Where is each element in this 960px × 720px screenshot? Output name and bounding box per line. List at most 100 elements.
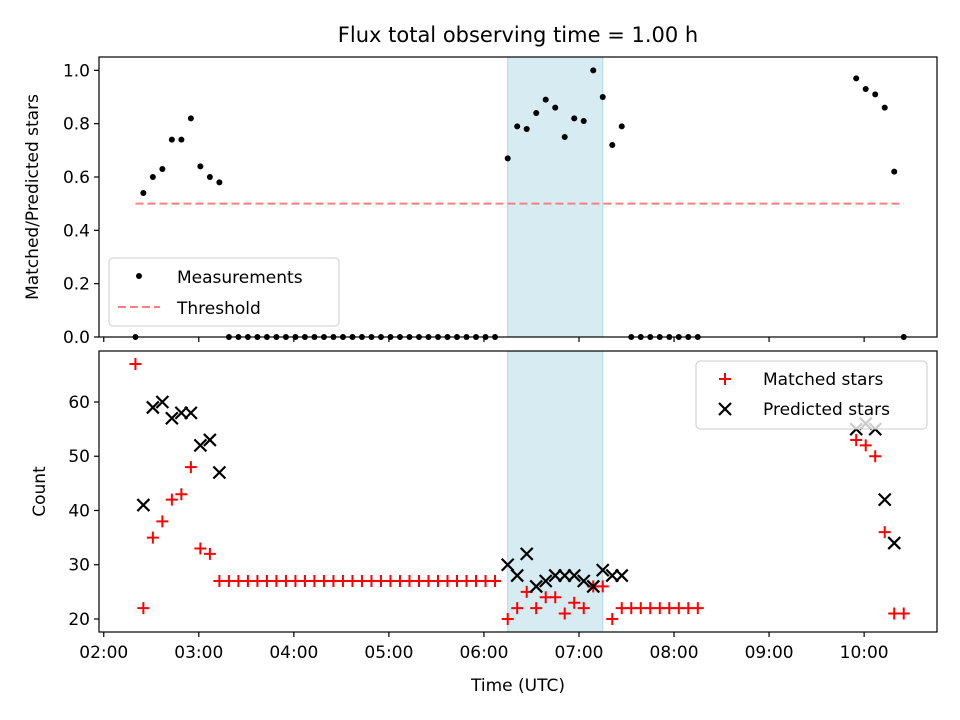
- predicted-star-point: [529, 579, 543, 594]
- top-legend: Measurements Threshold: [108, 257, 340, 327]
- x-tick-label: 06:00: [459, 643, 508, 663]
- top-panel-measurements: 0.0 0.2 0.4 0.6 0.8 1.0 Matched/Predicted star…: [23, 56, 938, 348]
- measurement-point: [523, 126, 530, 132]
- predicted-star-point: [538, 574, 553, 588]
- x-tick-label: 09:00: [745, 643, 794, 663]
- measurement-point: [216, 179, 223, 186]
- predicted-star-point: [500, 557, 515, 572]
- predicted-star-point: [877, 492, 892, 507]
- x-tick-label: 08:00: [650, 643, 699, 663]
- x-axis-label: Time (UTC): [470, 676, 565, 696]
- matched-star-point: [850, 433, 863, 446]
- predicted-star-point: [576, 574, 591, 588]
- matched-star-point: [577, 602, 590, 615]
- x-tick-label: 03:00: [174, 643, 223, 663]
- matched-star-point: [129, 358, 142, 371]
- predicted-star-point: [165, 411, 179, 426]
- matched-star-point: [596, 580, 609, 593]
- bottom-y-tick-label: 40: [68, 501, 90, 521]
- measurement-point: [599, 94, 606, 100]
- predicted-star-point: [136, 498, 151, 512]
- matched-star-point: [869, 450, 882, 463]
- matched-star-point: [511, 602, 524, 615]
- matched-star-point: [165, 493, 178, 506]
- measurement-point: [552, 104, 559, 111]
- measurement-point: [561, 134, 568, 140]
- measurement-point: [140, 190, 147, 196]
- measurement-point: [872, 91, 879, 98]
- bottom-y-tick-label: 20: [68, 610, 90, 630]
- matched-star-point: [897, 607, 910, 620]
- predicted-star-point: [193, 438, 208, 453]
- legend-matched-marker: [719, 373, 731, 385]
- chart-title: Flux total observing time = 1.00 h: [338, 23, 698, 47]
- matched-star-point: [184, 461, 197, 474]
- bottom-y-tick-label: 30: [68, 556, 90, 576]
- matched-star-point: [489, 575, 502, 588]
- matched-star-point: [146, 531, 159, 544]
- matched-star-point: [878, 526, 891, 539]
- measurement-point: [542, 96, 549, 103]
- measurement-point: [206, 174, 213, 180]
- matched-star-point: [558, 607, 571, 620]
- bottom-axes-frame: [98, 350, 938, 633]
- measurement-point: [609, 142, 616, 148]
- legend-measurements-label: Measurements: [177, 268, 303, 288]
- x-tick-label: 05:00: [364, 643, 413, 663]
- measurement-point: [891, 168, 898, 175]
- measurement-point: [881, 104, 888, 111]
- legend-matched-label: Matched stars: [763, 370, 883, 390]
- predicted-star-point: [567, 568, 582, 583]
- measurement-point: [159, 166, 166, 172]
- predicted-star-point: [519, 547, 534, 561]
- predicted-star-point: [614, 568, 629, 583]
- measurement-point: [853, 75, 860, 82]
- predicted-star-point: [212, 465, 227, 480]
- matched-star-point: [691, 602, 704, 615]
- bottom-panel-counts: 20 30 40 50 60 02:00 03:00 04:00 05:00 06:00 07:00…: [30, 350, 938, 663]
- top-y-tick-label: 0.4: [63, 221, 90, 241]
- legend-threshold-label: Threshold: [176, 299, 261, 319]
- measurement-point: [178, 136, 185, 143]
- matched-star-point: [156, 515, 169, 528]
- measurement-point: [168, 136, 175, 143]
- matched-star-point: [568, 596, 581, 609]
- bottom-legend: Matched stars Predicted stars: [695, 360, 928, 430]
- predicted-star-point: [595, 563, 610, 577]
- predicted-star-point: [184, 406, 198, 420]
- x-tick-label: 10:00: [840, 643, 889, 663]
- top-y-tick-label: 0.2: [63, 275, 90, 295]
- top-axes-frame: [98, 56, 938, 338]
- matched-star-point: [203, 547, 216, 560]
- top-highlight-span: [507, 56, 604, 338]
- matched-star-point: [501, 612, 514, 625]
- bottom-y-axis-label: Count: [30, 466, 50, 517]
- matched-star-point: [859, 439, 872, 452]
- measurement-point: [590, 67, 597, 74]
- legend-box: [695, 360, 928, 430]
- x-tick-label: 07:00: [554, 643, 603, 663]
- legend-box: [108, 257, 340, 327]
- matched-star-point: [194, 542, 207, 555]
- matched-star-point: [175, 488, 188, 501]
- measurement-point: [571, 115, 578, 122]
- measurement-point: [514, 123, 521, 130]
- legend-measurements-marker: [136, 273, 142, 279]
- x-tick-label: 04:00: [269, 643, 318, 663]
- top-y-tick-label: 1.0: [63, 61, 90, 81]
- predicted-star-point: [203, 433, 217, 447]
- predicted-star-point: [586, 579, 601, 594]
- top-y-tick-label: 0.6: [63, 168, 90, 188]
- measurement-point: [580, 118, 587, 124]
- measurement-point: [197, 163, 204, 170]
- matched-star-point: [530, 602, 543, 615]
- predicted-star-point: [887, 536, 902, 550]
- predicted-star-point: [146, 400, 160, 415]
- matched-star-point: [549, 591, 562, 604]
- bottom-y-tick-label: 50: [68, 447, 90, 467]
- bottom-y-tick-label: 60: [68, 393, 90, 413]
- x-tick-label: 02:00: [79, 643, 128, 663]
- measurement-point: [862, 86, 869, 92]
